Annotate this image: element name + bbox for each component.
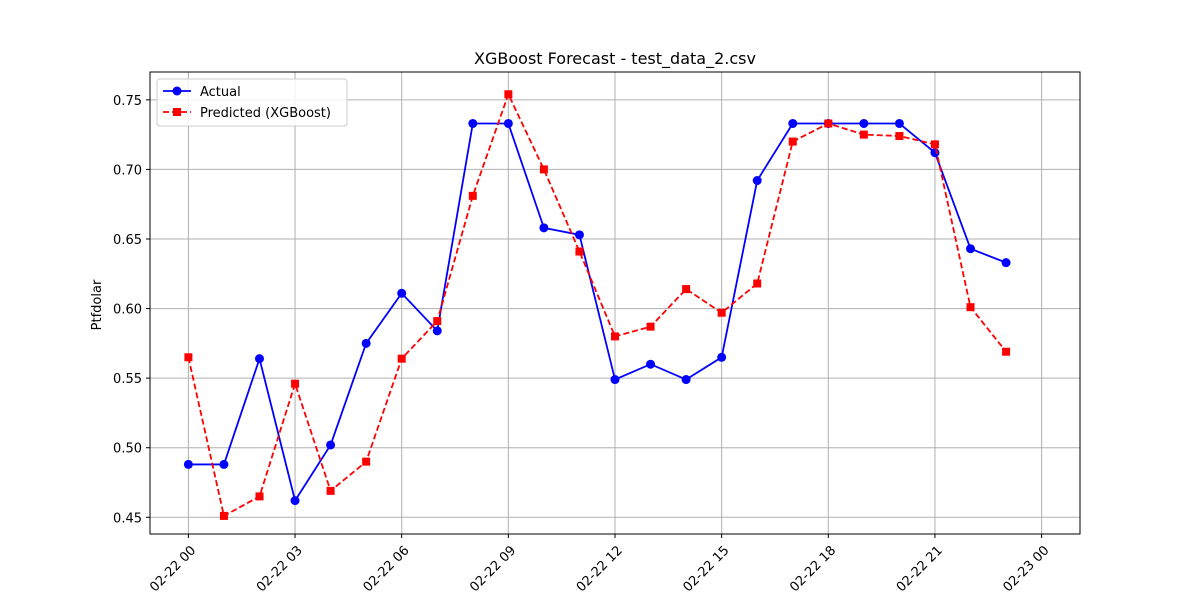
data-point [397,288,407,298]
data-point [895,132,904,141]
y-axis-label: Ptfdolar [90,279,105,330]
data-point [1001,258,1011,268]
x-tick-label: 02-23 00 [1000,543,1052,595]
legend-predicted-marker [173,108,181,116]
data-point [574,230,584,240]
data-point [717,352,727,362]
data-point [504,90,513,99]
y-tick-label: 0.55 [113,372,142,387]
data-point [290,496,300,506]
series-line [187,91,1007,518]
series-predicted [184,90,1011,520]
data-point [503,118,513,128]
x-tick-label: 02-22 00 [147,543,199,595]
legend-box [156,78,348,127]
y-tick-label: 0.45 [113,511,142,526]
series-layer [183,90,1011,520]
data-point [859,118,869,128]
data-point [788,137,797,146]
data-point [433,317,442,326]
legend: Actual Predicted (XGBoost) [156,78,348,127]
data-point [219,459,229,469]
x-tick-label: 02-22 12 [574,543,626,595]
data-point [219,511,228,520]
legend-predicted-label: Predicted (XGBoost) [200,106,331,121]
data-point [432,326,442,336]
data-point [183,459,193,469]
x-axis: 02-22 00 02-22 03 02-22 06 02-22 09 02-22 12… [147,534,1052,595]
data-point [575,247,584,256]
grid [150,72,1080,534]
x-tick-label: 02-22 06 [361,543,413,595]
series-line [188,122,1007,503]
data-point [326,440,336,450]
data-point [966,303,975,312]
x-tick-label: 02-22 03 [254,543,306,595]
x-tick-label: 02-22 21 [894,543,946,595]
data-point [468,191,477,200]
data-point [539,223,549,233]
y-tick-label: 0.50 [113,442,142,457]
series-actual [183,118,1011,506]
chart-title: XGBoost Forecast - test_data_2.csv [474,49,756,69]
x-tick-label: 02-22 18 [787,543,839,595]
data-point [646,359,656,369]
data-point [255,492,264,501]
data-point [254,354,264,364]
data-point [326,486,335,495]
legend-actual-label: Actual [200,85,241,100]
data-point [894,118,904,128]
data-point [930,140,939,149]
data-point [859,130,868,139]
data-point [646,322,655,331]
data-point [682,285,691,294]
y-tick-label: 0.65 [113,233,142,248]
data-point [681,375,691,385]
data-point [539,165,548,174]
data-point [717,308,726,317]
x-tick-label: 02-22 09 [467,543,519,595]
y-tick-label: 0.70 [113,163,142,178]
data-point [1002,347,1011,356]
legend-actual-marker [172,86,182,96]
data-point [362,457,371,466]
data-point [966,244,976,254]
data-point [184,353,193,362]
data-point [361,338,371,348]
data-point [824,119,833,128]
data-point [610,375,620,385]
data-point [397,354,406,363]
data-point [468,118,478,128]
data-point [753,279,762,288]
y-axis: 0.45 0.50 0.55 0.60 0.65 0.70 0.75 [113,94,150,526]
y-tick-label: 0.60 [113,303,142,318]
data-point [788,118,798,128]
y-tick-label: 0.75 [113,94,142,109]
data-point [611,332,619,341]
x-tick-label: 02-22 15 [681,543,733,595]
data-point [930,148,940,158]
data-point [752,176,762,186]
data-point [291,379,300,388]
